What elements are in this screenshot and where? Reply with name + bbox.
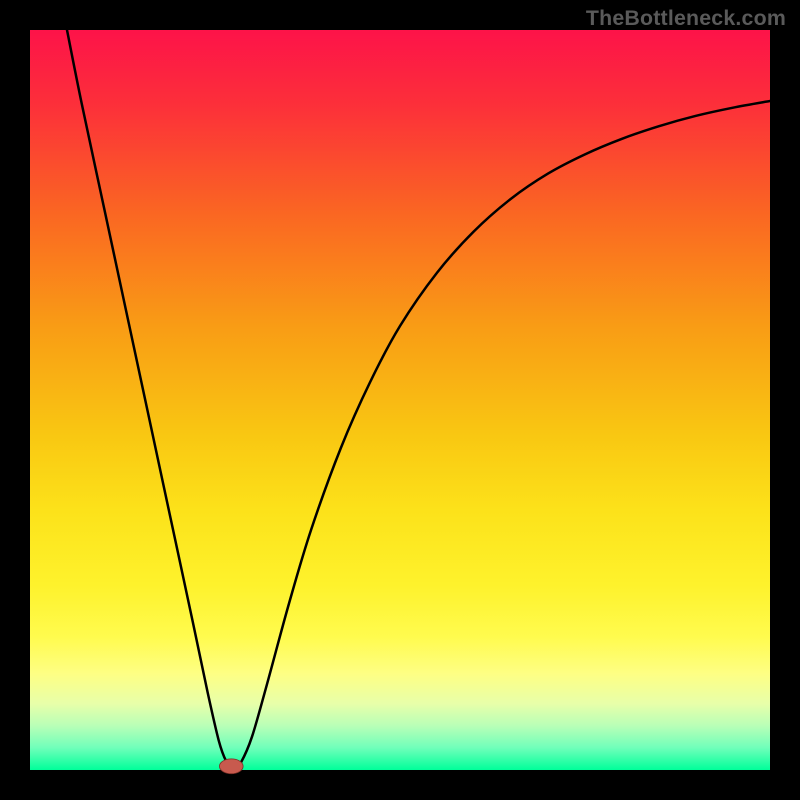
chart-gradient-bg xyxy=(30,30,770,770)
chart-svg xyxy=(0,0,800,800)
watermark-text: TheBottleneck.com xyxy=(586,6,786,31)
optimal-point-marker xyxy=(219,759,243,774)
bottleneck-chart: TheBottleneck.com xyxy=(0,0,800,800)
